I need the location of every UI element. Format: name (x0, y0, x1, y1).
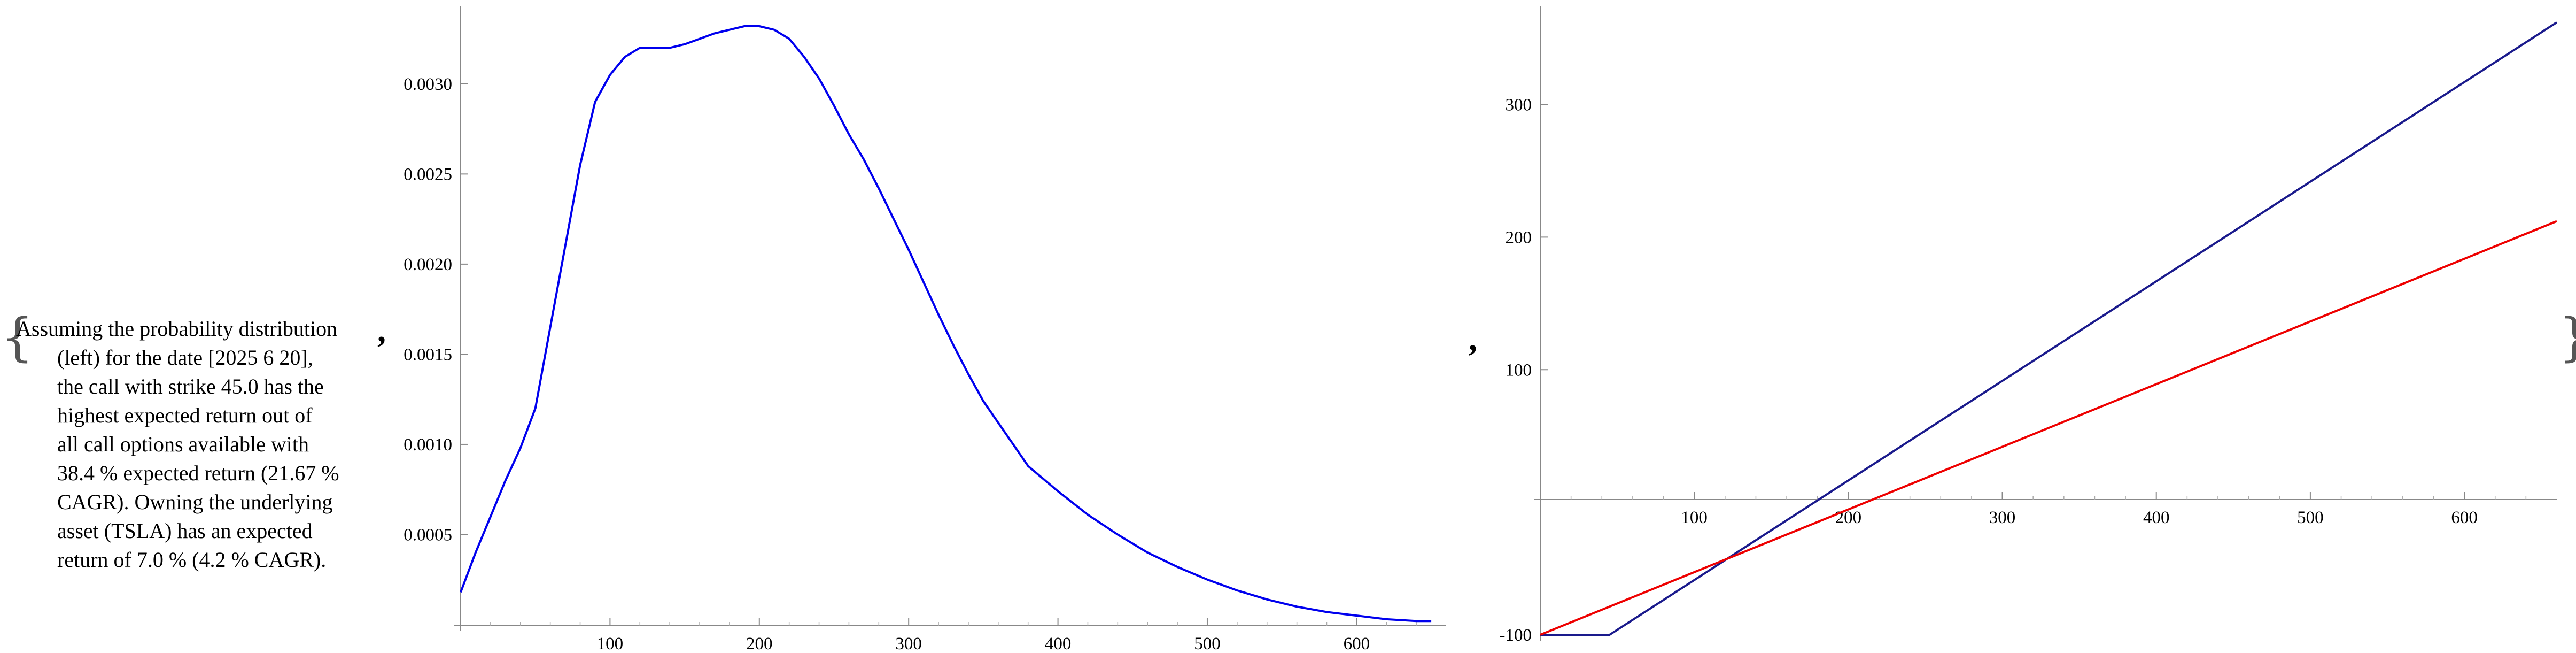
y-tick-label: 0.0005 (404, 525, 452, 544)
description-line: the call with strike 45.0 has the (57, 374, 324, 398)
y-tick-label: 0.0020 (404, 255, 452, 274)
series-line-1 (1540, 21, 2558, 636)
x-tick-label: 400 (2143, 508, 2170, 527)
close-brace: } (2558, 312, 2576, 363)
description-line: CAGR). Owning the underlying (57, 490, 333, 514)
y-tick-label: 0.0010 (404, 435, 452, 455)
description-line: highest expected return out of (57, 403, 313, 427)
x-tick-label: 300 (1989, 508, 2016, 527)
y-tick-label: 100 (1506, 360, 1532, 380)
description-line: return of 7.0 % (4.2 % CAGR). (57, 548, 327, 572)
y-tick-label: 0.0025 (404, 165, 452, 184)
y-tick-label: -100 (1500, 626, 1532, 645)
x-tick-label: 100 (597, 634, 624, 653)
y-tick-label: 300 (1506, 96, 1532, 115)
series-line-1 (460, 25, 1432, 623)
list-separator-comma: , (1469, 320, 1477, 358)
x-tick-label: 600 (2451, 508, 2478, 527)
series-line-2 (1540, 220, 2557, 636)
y-tick-label: 0.0030 (404, 75, 452, 94)
y-tick-label: 200 (1506, 228, 1532, 247)
x-tick-label: 600 (1344, 634, 1370, 653)
x-tick-label: 200 (1835, 508, 1862, 527)
description-line: asset (TSLA) has an expected (57, 519, 313, 543)
x-tick-label: 500 (1194, 634, 1221, 653)
description-line: Assuming the probability distribution (16, 317, 338, 341)
description-line: 38.4 % expected return (21.67 % (57, 461, 339, 485)
x-tick-label: 300 (895, 634, 922, 653)
open-brace: { (1, 308, 34, 367)
description-line: (left) for the date [2025 6 20], (57, 345, 313, 370)
description-line: all call options available with (57, 432, 309, 456)
x-tick-label: 200 (746, 634, 773, 653)
x-tick-label: 100 (1681, 508, 1708, 527)
y-tick-label: 0.0015 (404, 345, 452, 364)
x-tick-label: 500 (2297, 508, 2324, 527)
x-tick-label: 400 (1045, 634, 1072, 653)
list-separator-comma: , (377, 311, 386, 349)
